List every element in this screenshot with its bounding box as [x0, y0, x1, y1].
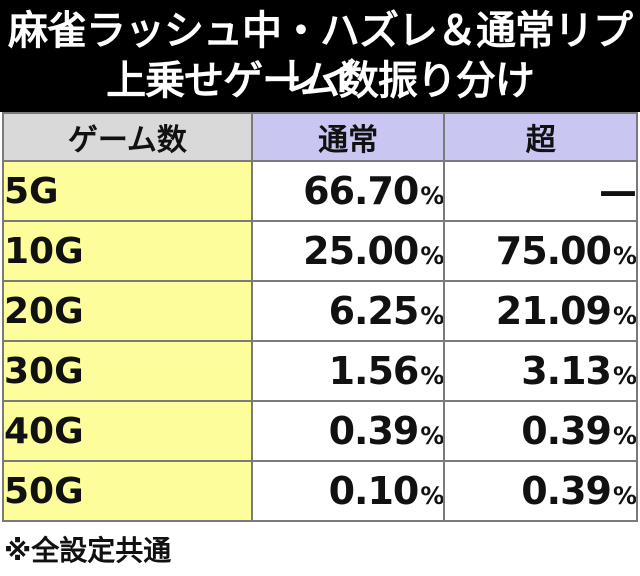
normal-cell: 0.10% — [250, 460, 446, 522]
normal-cell: 1.56% — [250, 340, 446, 402]
footnote: ※全設定共通 — [4, 534, 172, 567]
page-title: 麻雀ラッシュ中・ハズレ＆通常リプレイ — [8, 8, 633, 100]
super-value: 0.39 — [521, 409, 612, 453]
super-value: 3.13 — [521, 349, 612, 393]
super-value: 75.00 — [495, 229, 612, 273]
percent-unit: % — [420, 362, 444, 390]
percent-unit: % — [420, 302, 444, 330]
super-cell: 75.00% — [443, 220, 638, 282]
super-cell: 21.09% — [443, 280, 638, 342]
games-cell: 10G — [2, 220, 253, 282]
percent-unit: % — [612, 422, 636, 450]
super-cell: 0.39% — [443, 460, 638, 522]
super-cell: — — [443, 160, 638, 222]
table-header-row: ゲーム数 通常 超 — [2, 112, 638, 162]
table-row: 30G 1.56% 3.13% — [2, 340, 638, 402]
games-cell: 40G — [2, 400, 253, 462]
percent-unit: % — [420, 422, 444, 450]
normal-cell: 66.70% — [250, 160, 446, 222]
games-cell: 50G — [2, 460, 253, 522]
table-row: 20G 6.25% 21.09% — [2, 280, 638, 342]
games-cell: 5G — [2, 160, 253, 222]
percent-unit: % — [612, 302, 636, 330]
normal-value: 0.10 — [328, 469, 420, 513]
super-value: — — [599, 169, 636, 213]
page-subtitle: 上乗せゲーム数振り分け — [106, 58, 535, 104]
header-super: 超 — [443, 112, 638, 162]
table-row: 5G 66.70% — — [2, 160, 638, 222]
normal-value: 66.70 — [303, 169, 419, 213]
header-games: ゲーム数 — [2, 112, 253, 162]
percent-unit: % — [420, 482, 444, 510]
normal-value: 0.39 — [328, 409, 420, 453]
percent-unit: % — [612, 362, 636, 390]
header-normal: 通常 — [250, 112, 446, 162]
super-cell: 0.39% — [443, 400, 638, 462]
rate-table: ゲーム数 通常 超 5G 66.70% — 10G 25.00% 75.00% … — [2, 112, 638, 522]
normal-cell: 6.25% — [250, 280, 446, 342]
title-banner: 麻雀ラッシュ中・ハズレ＆通常リプレイ 上乗せゲーム数振り分け — [0, 0, 640, 112]
table-row: 50G 0.10% 0.39% — [2, 460, 638, 522]
super-value: 0.39 — [521, 469, 612, 513]
normal-value: 1.56 — [328, 349, 420, 393]
normal-cell: 0.39% — [250, 400, 446, 462]
super-cell: 3.13% — [443, 340, 638, 402]
games-cell: 20G — [2, 280, 253, 342]
normal-value: 25.00 — [303, 229, 419, 273]
normal-cell: 25.00% — [250, 220, 446, 282]
normal-value: 6.25 — [328, 289, 420, 333]
table-row: 40G 0.39% 0.39% — [2, 400, 638, 462]
games-cell: 30G — [2, 340, 253, 402]
percent-unit: % — [612, 482, 636, 510]
table-row: 10G 25.00% 75.00% — [2, 220, 638, 282]
percent-unit: % — [612, 242, 636, 270]
super-value: 21.09 — [495, 289, 612, 333]
percent-unit: % — [420, 182, 444, 210]
percent-unit: % — [420, 242, 444, 270]
